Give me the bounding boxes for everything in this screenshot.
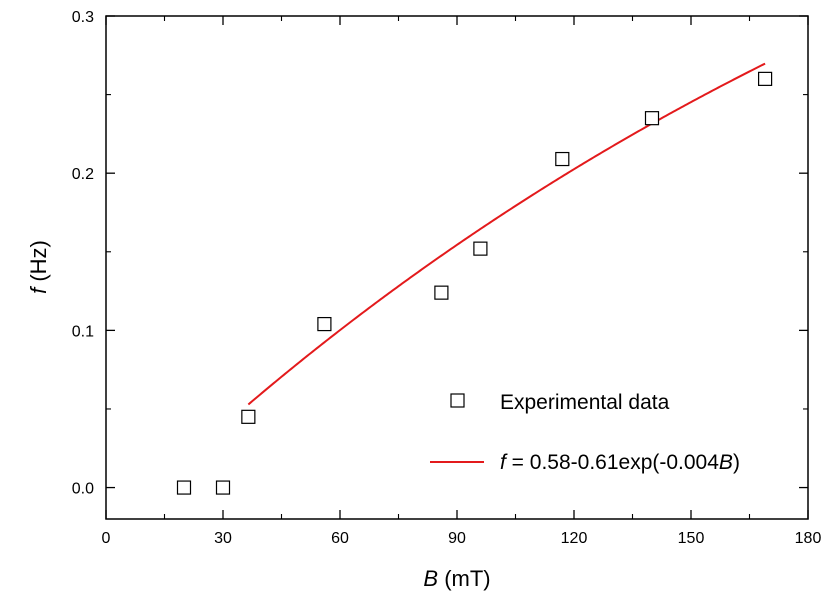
- x-tick-label: 30: [214, 530, 232, 547]
- x-tick-label: 120: [561, 530, 588, 547]
- y-tick-label: 0.3: [72, 9, 94, 26]
- data-point: [644, 111, 660, 126]
- data-point: [241, 409, 256, 424]
- data-point: [176, 480, 192, 495]
- x-axis-label: B (mT): [423, 566, 490, 591]
- legend-label-experimental: Experimental data: [500, 391, 670, 414]
- fit-curve: [247, 62, 766, 406]
- data-point: [215, 480, 231, 495]
- data-point: [473, 241, 488, 256]
- x-tick-label: 60: [331, 530, 349, 547]
- plot-frame: [105, 15, 809, 520]
- data-point: [317, 316, 332, 332]
- x-tick-label: 150: [678, 530, 705, 547]
- y-axis-label: f (Hz): [26, 240, 51, 294]
- legend: Experimental data f = 0.58-0.61exp(-0.00…: [430, 391, 740, 474]
- x-tick-label: 0: [102, 530, 111, 547]
- y-tick-label: 0.2: [72, 166, 94, 183]
- data-point: [757, 71, 773, 86]
- x-tick-label: 180: [795, 530, 822, 547]
- x-tick-label: 90: [448, 530, 466, 547]
- data-points-layer: [176, 71, 773, 495]
- axis-ticks: 0 30 60 90 120 150 180 0.0 0.1 0.2 0.3: [72, 9, 822, 547]
- y-tick-label: 0.0: [72, 481, 94, 498]
- data-point: [555, 151, 570, 167]
- legend-label-fit: f = 0.58-0.61exp(-0.004B): [500, 451, 740, 474]
- data-point: [434, 285, 449, 300]
- fit-curve-layer: [247, 62, 766, 406]
- legend-marker-experimental: [450, 393, 465, 408]
- y-tick-label: 0.1: [72, 323, 94, 340]
